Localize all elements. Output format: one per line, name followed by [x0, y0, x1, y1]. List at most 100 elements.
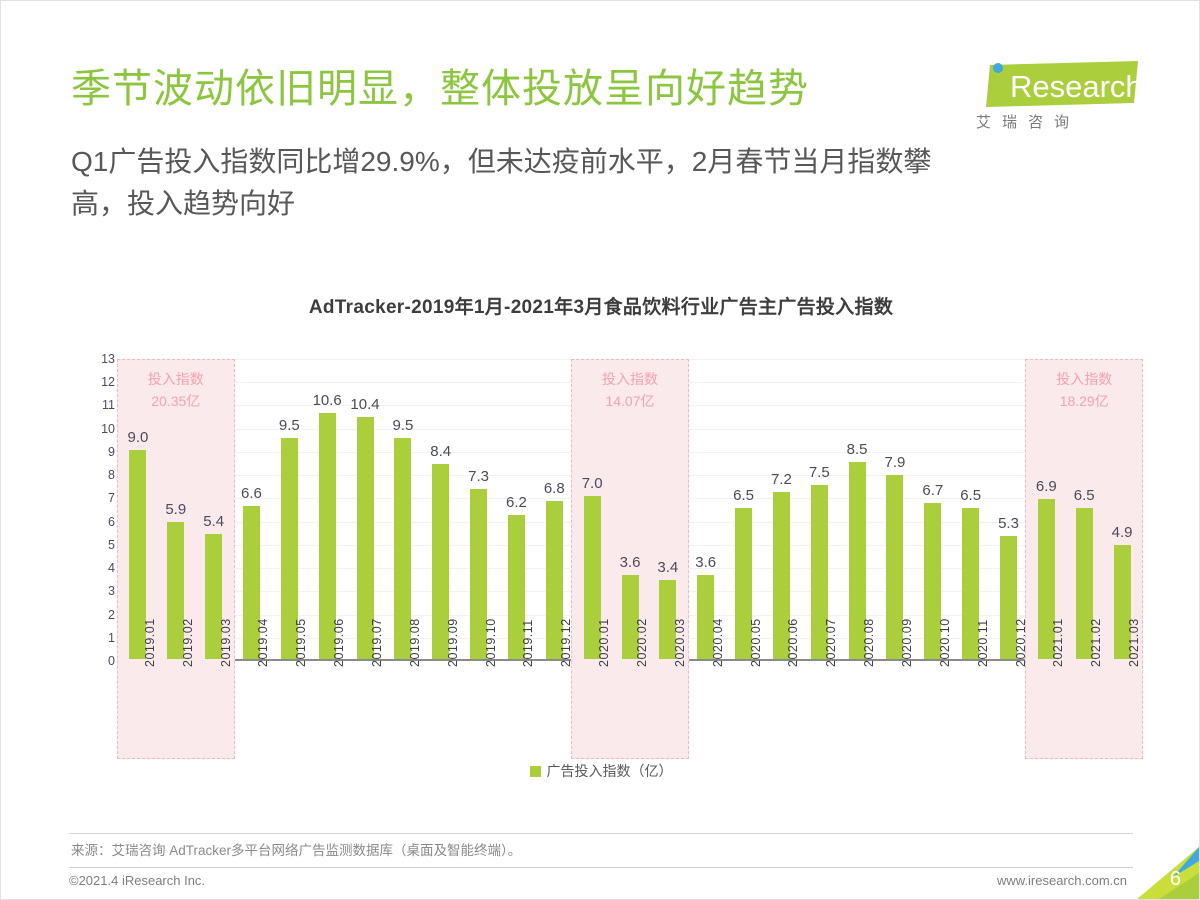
chart-plot-area: 投入指数 20.35亿 投入指数 14.07亿 投入指数 18.29亿 9.0 5.9 5.4 6… — [117, 359, 1143, 759]
x-axis-tick: 2020.12 — [1013, 618, 1028, 667]
bar-value-label: 6.5 — [960, 487, 982, 504]
x-axis-tick: 2020.05 — [748, 618, 763, 667]
bar — [432, 463, 450, 659]
bar-value-label: 7.2 — [770, 470, 792, 488]
y-axis-tick: 6 — [108, 514, 115, 529]
bar-value-label: 4.9 — [1111, 524, 1133, 542]
y-axis-tick: 9 — [108, 444, 115, 459]
page-number: 6 — [1169, 868, 1181, 890]
bar-value-label: 10.6 — [312, 391, 342, 409]
y-axis-tick: 1 — [108, 630, 115, 645]
bar-value-label: 7.0 — [581, 475, 603, 493]
bar — [1113, 545, 1131, 659]
y-axis-tick: 13 — [101, 352, 115, 366]
x-axis-tick: 2019.11 — [521, 619, 536, 667]
footer-divider — [69, 867, 1133, 868]
y-axis-tick: 0 — [108, 654, 115, 668]
bar — [1075, 508, 1093, 659]
y-axis-tick: 7 — [108, 491, 115, 506]
bar — [470, 489, 488, 659]
bar — [621, 575, 639, 659]
bar — [129, 449, 147, 659]
corner-graphic — [1129, 847, 1199, 899]
highlight-label: 投入指数 20.35亿 — [147, 371, 204, 409]
x-axis-tick: 2019.08 — [407, 618, 422, 667]
bar-value-label: 9.5 — [278, 417, 300, 435]
y-axis-tick: 5 — [108, 537, 115, 552]
legend-label: 广告投入指数（亿） — [546, 763, 673, 779]
x-axis-tick: 2019.09 — [445, 618, 460, 667]
x-axis-tick: 2021.02 — [1089, 618, 1104, 667]
bar-value-label: 6.8 — [543, 480, 565, 498]
bar-value-label: 7.9 — [884, 454, 906, 472]
bar — [735, 508, 753, 659]
logo-mark-icon: i Research — [966, 59, 1143, 111]
x-axis-tick: 2020.06 — [786, 618, 801, 667]
bar-value-label: 6.6 — [241, 484, 262, 502]
bar — [318, 412, 336, 659]
bar — [1037, 498, 1055, 659]
website-url: www.iresearch.com.cn — [996, 873, 1127, 888]
bar-value-label: 9.0 — [127, 428, 149, 446]
bar — [962, 508, 980, 659]
x-axis-tick: 2019.12 — [559, 618, 574, 667]
page-title: 季节波动依旧明显，整体投放呈向好趋势 — [71, 67, 809, 111]
bar-value-label: 5.9 — [165, 500, 187, 518]
bar — [394, 438, 412, 659]
bar — [848, 461, 866, 659]
y-axis-tick: 3 — [108, 584, 115, 599]
x-axis-tick: 2019.03 — [218, 618, 233, 667]
y-axis-tick: 10 — [101, 421, 115, 436]
x-axis-tick: 2019.05 — [294, 618, 309, 667]
bar — [659, 580, 677, 659]
x-axis-tick: 2019.04 — [256, 618, 271, 667]
x-axis-tick: 2020.08 — [862, 618, 877, 667]
x-axis-tick: 2020.03 — [672, 618, 687, 667]
bar-value-label: 6.5 — [1073, 487, 1095, 504]
bar — [697, 575, 715, 659]
bar-value-label: 3.6 — [619, 554, 641, 572]
source-note: 来源：艾瑞咨询 AdTracker多平台网络广告监测数据库（桌面及智能终端）。 — [71, 843, 522, 858]
bar-value-label: 6.5 — [733, 487, 754, 504]
y-axis-tick: 12 — [101, 375, 115, 390]
bar-value-label: 6.2 — [506, 493, 527, 511]
bar-value-label: 8.4 — [430, 442, 452, 460]
legend-swatch — [529, 766, 541, 777]
svg-text:Research: Research — [1010, 69, 1141, 104]
x-axis-tick: 2020.04 — [710, 618, 725, 667]
bar-value-label: 7.3 — [468, 468, 489, 486]
bar — [772, 491, 790, 659]
bar-value-label: 10.4 — [350, 396, 380, 414]
bar-value-label: 7.5 — [808, 463, 830, 481]
bar-value-label: 6.7 — [922, 482, 944, 500]
bar — [507, 514, 525, 659]
bar — [810, 484, 828, 659]
x-axis-tick: 2019.02 — [180, 618, 195, 667]
source-divider — [69, 833, 1133, 834]
bar — [545, 501, 563, 659]
copyright-text: ©2021.4 iResearch Inc. — [69, 873, 206, 888]
x-axis-tick: 2019.06 — [332, 618, 347, 667]
highlight-label: 投入指数 18.29亿 — [1056, 371, 1113, 409]
x-axis-tick: 2020.11 — [975, 619, 990, 667]
bar — [886, 475, 904, 659]
bar — [167, 521, 185, 659]
logo-cn-label: 艾瑞咨询 — [976, 114, 1081, 131]
iresearch-logo: i Research 艾瑞咨询 — [966, 59, 1143, 139]
bar-value-label: 3.4 — [657, 559, 679, 577]
bar-value-label: 5.4 — [203, 512, 225, 530]
x-axis-tick: 2019.07 — [370, 618, 385, 667]
page-subtitle: Q1广告投入指数同比增29.9%，但未达疫前水平，2月春节当月指数攀高，投入趋势… — [71, 146, 932, 219]
bar — [205, 533, 223, 659]
bar-value-label: 9.5 — [392, 417, 414, 435]
x-axis-tick: 2020.01 — [597, 618, 612, 667]
bar-value-label: 6.9 — [1035, 477, 1057, 495]
bar-value-label: 8.5 — [846, 440, 868, 458]
x-axis-tick: 2020.02 — [635, 618, 649, 667]
bar-value-label: 3.6 — [695, 554, 717, 572]
bar — [583, 496, 601, 659]
x-axis-tick: 2019.10 — [483, 618, 498, 667]
bar — [1000, 535, 1018, 659]
bar-value-label: 5.3 — [998, 514, 1019, 532]
